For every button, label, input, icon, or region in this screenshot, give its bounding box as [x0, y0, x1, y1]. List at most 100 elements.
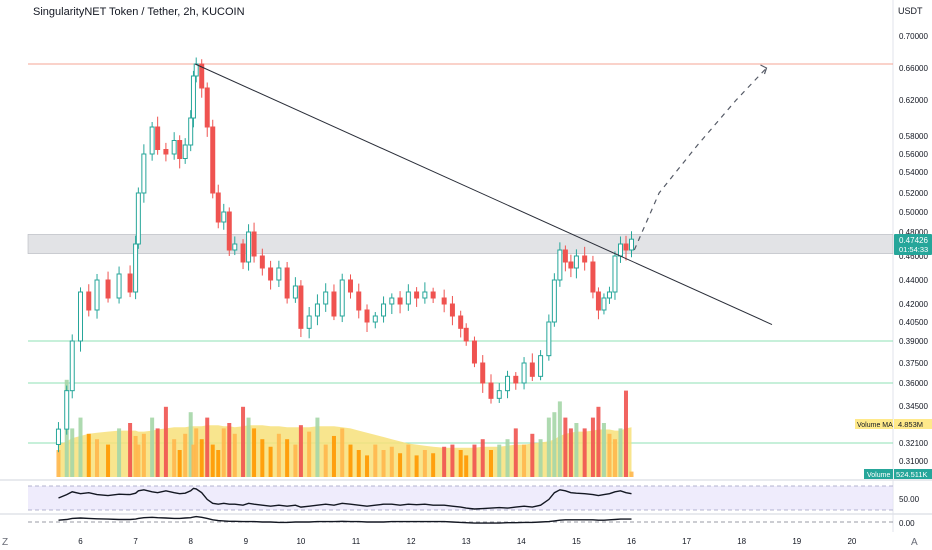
candle-body [323, 291, 329, 305]
volume-layer [56, 379, 634, 477]
candle [210, 119, 216, 199]
candle [171, 132, 177, 160]
candle [496, 383, 502, 403]
candle-body [629, 238, 634, 251]
volume-bar [618, 428, 623, 477]
candle [582, 246, 588, 271]
candle [463, 323, 469, 346]
oscillator2-level-label: 0.00 [899, 519, 915, 528]
candle [246, 224, 252, 271]
candle-body [364, 309, 370, 323]
x-tick-label: 10 [296, 537, 305, 546]
candle [449, 295, 455, 326]
candle-body [573, 255, 579, 269]
y-tick-label: 0.58000 [899, 132, 928, 141]
volume-bar [331, 435, 336, 477]
candle [458, 310, 464, 338]
volume-bar [373, 444, 378, 477]
x-tick-label: 17 [682, 537, 691, 546]
volume-bar [241, 406, 246, 477]
volume-bar [298, 425, 303, 477]
volume-bar [356, 450, 361, 477]
volume-bar [315, 417, 320, 477]
oscillator1-level-label: 50.00 [899, 495, 920, 504]
auto-scale-button[interactable]: A [911, 537, 918, 548]
volume-bar [590, 417, 595, 477]
candle [551, 273, 557, 327]
y-tick-label: 0.66000 [899, 64, 928, 73]
candle-body [529, 362, 535, 377]
annotation-layer [194, 63, 773, 325]
candle [127, 265, 133, 298]
candle-body [135, 192, 141, 245]
candle [414, 287, 420, 307]
candle-body [204, 87, 210, 128]
volume-bar [285, 439, 290, 477]
y-tick-label: 0.42000 [899, 300, 928, 309]
volume-bar [389, 446, 394, 477]
candle-body [298, 285, 304, 329]
volume-value: 524.511K [896, 470, 928, 479]
volume-bar [183, 433, 188, 477]
candle [182, 138, 188, 164]
y-tick-label: 0.52000 [899, 189, 928, 198]
timezone-icon[interactable]: Z [2, 537, 9, 548]
candle [606, 286, 612, 304]
volume-bar [150, 417, 155, 477]
y-tick-label: 0.37500 [899, 359, 928, 368]
candle [612, 251, 618, 300]
volume-bar [155, 428, 160, 477]
candle-body [480, 362, 486, 384]
candle-body [372, 315, 378, 323]
last-price-countdown: 01:54:33 [899, 245, 928, 254]
x-tick-label: 19 [792, 537, 801, 546]
candle-body [612, 255, 618, 293]
candle [529, 353, 535, 382]
volume-bar [563, 417, 568, 477]
candle-body [64, 390, 70, 430]
volume-value-badge [894, 469, 932, 479]
candle [505, 370, 511, 399]
candle [69, 334, 75, 399]
currency-label: USDT [898, 6, 923, 16]
candle [356, 283, 362, 319]
volume-bar [133, 435, 138, 477]
axis-layer: 0.70000 0.66000 0.62000 0.58000 0.56000 0.540… [78, 32, 932, 546]
volume-bar [348, 444, 353, 477]
candle [155, 116, 161, 155]
candle [372, 312, 378, 329]
candles-layer [55, 57, 634, 453]
y-tick-label: 0.40500 [899, 318, 928, 327]
candle [190, 70, 196, 128]
candle-body [268, 267, 274, 281]
candle [251, 222, 257, 263]
candle-body [601, 297, 607, 311]
candle-body [389, 297, 395, 305]
candle-body [582, 255, 588, 263]
candle-body [414, 291, 420, 299]
candle-body [339, 279, 345, 317]
candle-body [356, 291, 362, 311]
volume-bar [568, 428, 573, 477]
candle [471, 336, 477, 368]
candle-body [557, 249, 563, 281]
volume-bar [307, 431, 312, 477]
candle [562, 245, 568, 272]
candle-body [551, 279, 557, 323]
candle-body [292, 285, 298, 299]
candle-body [55, 428, 61, 445]
volume-bar [191, 444, 196, 477]
candle [215, 184, 221, 229]
candle [226, 207, 232, 256]
candle [623, 235, 629, 261]
volume-bar [607, 433, 612, 477]
candle-body [190, 75, 196, 119]
y-tick-label: 0.36000 [899, 379, 928, 388]
candle-body [347, 279, 353, 293]
resistance-zone [27, 234, 894, 254]
candle-body [306, 315, 312, 329]
candle-body [251, 231, 257, 257]
x-tick-label: 15 [572, 537, 581, 546]
